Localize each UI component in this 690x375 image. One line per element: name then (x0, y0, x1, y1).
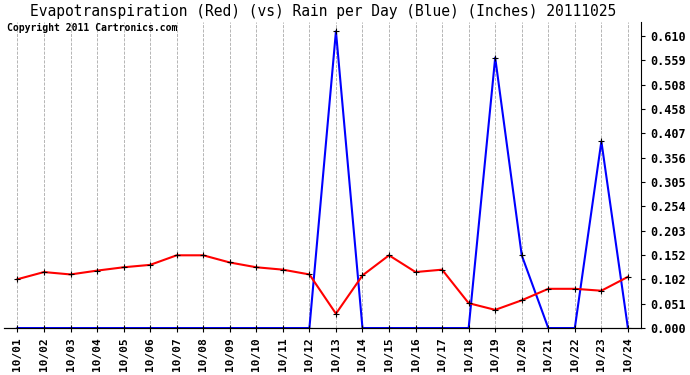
Title: Evapotranspiration (Red) (vs) Rain per Day (Blue) (Inches) 20111025: Evapotranspiration (Red) (vs) Rain per D… (30, 4, 615, 19)
Text: Copyright 2011 Cartronics.com: Copyright 2011 Cartronics.com (8, 23, 178, 33)
